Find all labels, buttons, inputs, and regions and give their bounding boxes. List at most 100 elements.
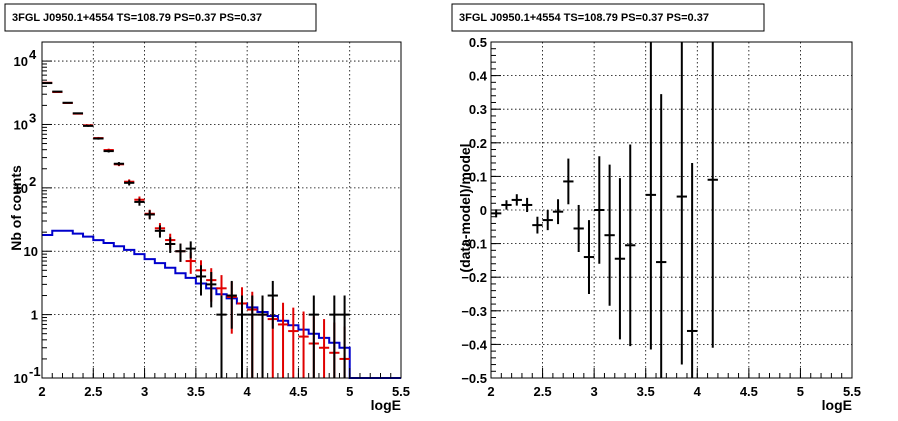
data-point [206,272,217,308]
data-point [339,295,350,378]
residual-point [563,158,574,205]
data-point [113,162,125,166]
left-y-tick-exponent: -1 [29,364,41,379]
left-x-tick-label: 3.5 [187,384,205,399]
data-point [247,295,258,378]
residual-point [686,162,698,378]
right-x-tick-label: 4.5 [740,384,758,399]
right-x-tick-label: 5 [797,384,804,399]
data-point [103,149,114,153]
right-y-tick-label: 0.5 [469,35,487,50]
right-x-tick-label: 5.5 [843,384,861,399]
left-plot-frame [41,41,402,379]
left-y-tick-label: 10 [14,371,28,386]
right-y-axis-label: (data-model)/model [457,143,473,272]
right-y-tick-label: −0.1 [461,237,487,252]
left-y-tick-label: 10 [14,54,28,69]
data-point [52,90,63,93]
residual-point [501,200,512,210]
residual-point [511,194,522,206]
right-x-tick-label: 3 [591,384,598,399]
model-point [288,307,299,378]
left-x-tick-label: 4.5 [289,384,307,399]
left-x-tick-label: 4 [244,384,252,399]
data-point [83,124,94,127]
data-point [93,137,104,140]
left-x-axis-label: logE [371,397,401,413]
left-y-tick-exponent: 2 [29,174,36,189]
left-y-tick-label: 10 [14,117,28,132]
left-panel: 3FGL J0950.1+4554 TS=108.79 PS=0.37 PS=0… [4,3,410,413]
left-y-axis-label: Nb of counts [8,165,24,251]
right-y-tick-label: −0.5 [461,371,487,386]
right-series [491,42,718,378]
residual-point [583,220,595,294]
right-ticks: 2 2.5 3 3.5 4 4.5 5 5.5 −0.5 −0.4 −0.3 −0.2 −0.1 0 0.1… [461,35,861,399]
residual-point [532,216,543,234]
residual-point [614,178,626,340]
residual-point [656,94,667,378]
data-point [134,198,145,206]
data-point [257,295,268,378]
right-title-box [451,3,765,32]
left-y-tick-label: 1 [31,308,38,323]
right-y-tick-label: −0.3 [461,304,487,319]
residual-point [552,199,564,225]
left-title: 3FGL J0950.1+4554 TS=108.79 PS=0.37 PS=0… [12,12,262,24]
data-point [154,225,166,238]
data-point [185,241,196,259]
model-point [277,302,289,378]
residual-point [645,42,657,350]
left-series [42,81,401,379]
residual-point [676,42,687,365]
model-point [318,319,330,378]
data-point [226,280,237,329]
right-y-tick-label: 0.2 [469,136,487,151]
residual-point [542,210,553,231]
left-y-tick-exponent: 4 [29,47,37,62]
right-y-tick-label: 0 [480,203,487,218]
data-point [329,295,340,378]
data-point [72,112,84,115]
left-x-tick-label: 2 [38,384,45,399]
residual-point [573,204,584,252]
right-x-axis-label: logE [822,397,852,413]
right-x-tick-label: 2.5 [534,384,552,399]
left-y-tick-exponent: 3 [29,110,36,125]
residual-point [521,197,533,213]
data-point [144,210,155,220]
residual-point [604,164,615,306]
data-point [165,237,176,253]
model-point [298,311,309,378]
residual-point [625,144,636,347]
residual-point [594,156,605,264]
model-histogram [42,229,401,379]
right-y-tick-label: −0.2 [461,270,487,285]
right-y-tick-label: 0.4 [469,69,488,84]
right-y-tick-label: 0.3 [469,102,487,117]
residual-point [491,209,502,218]
data-point [175,243,186,262]
data-point [195,265,207,296]
data-point [42,82,53,85]
data-point [62,101,73,104]
data-point [216,295,227,378]
right-panel: 3FGL J0950.1+4554 TS=108.79 PS=0.37 PS=0… [451,3,861,413]
right-grid [491,42,852,378]
residual-point [707,42,718,348]
data-point [308,295,319,378]
left-y-tick-label: 10 [24,244,38,259]
right-y-tick-label: −0.4 [461,337,487,352]
data-point [267,280,278,329]
left-x-tick-label: 5 [346,384,353,399]
data-point [236,295,248,378]
right-x-tick-label: 3.5 [637,384,655,399]
left-title-box [4,3,317,32]
right-x-tick-label: 4 [694,384,702,399]
right-title: 3FGL J0950.1+4554 TS=108.79 PS=0.37 PS=0… [459,12,709,24]
left-x-tick-label: 2.5 [84,384,102,399]
left-grid [42,42,401,378]
right-y-tick-label: 0.1 [469,169,487,184]
